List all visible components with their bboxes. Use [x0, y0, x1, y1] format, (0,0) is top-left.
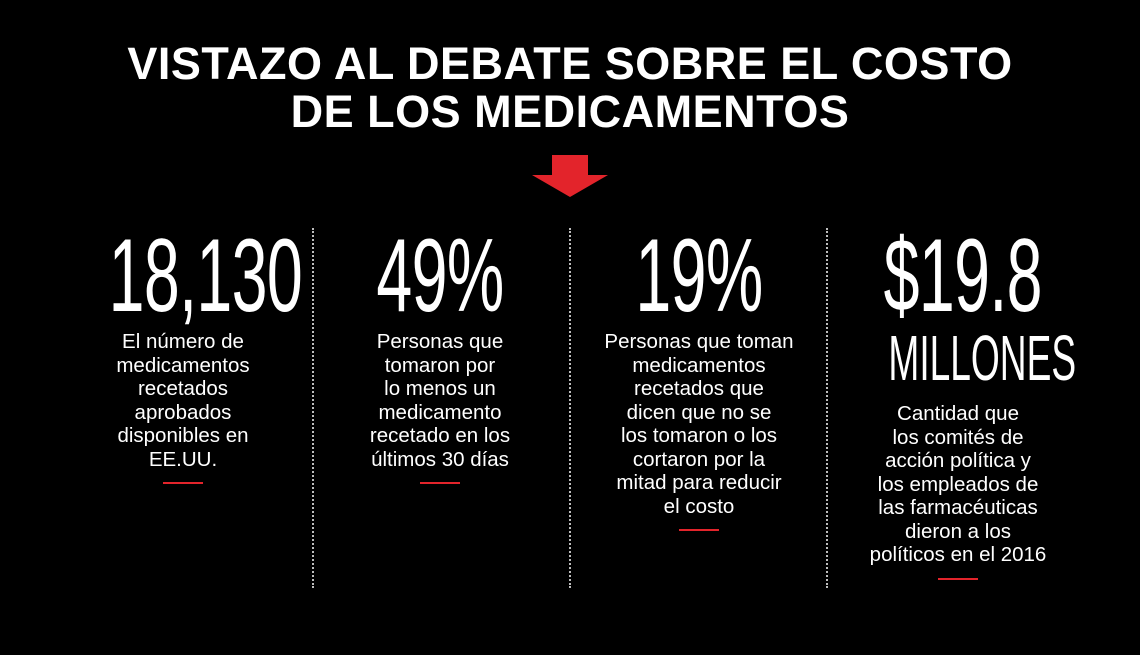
description-line: los comités de	[892, 425, 1024, 449]
description-line: recetado en los	[369, 424, 511, 447]
accent-underline	[938, 577, 978, 580]
description-line: últimos 30 días	[371, 447, 509, 471]
stat-block-medications-count: 18,130 El número de medicamentos recetad…	[63, 222, 303, 484]
stat-block-people-skipped-doses: 19% Personas que toman medicamentos rece…	[579, 222, 819, 531]
stat-unit: MILLONES	[888, 322, 1077, 394]
description-line: acción política y	[885, 449, 1031, 472]
dotted-divider	[569, 228, 571, 588]
stat-value: $19.8	[883, 218, 1043, 334]
stat-description: El número de medicamentos recetados apro…	[63, 330, 303, 471]
stat-value: 49%	[376, 218, 504, 334]
description-line: El número de	[122, 330, 244, 353]
description-line: disponibles en	[117, 424, 249, 447]
description-line: Cantidad que	[897, 402, 1019, 425]
stat-description: Personas que tomaron por lo menos un med…	[320, 330, 560, 471]
description-line: recetados	[137, 377, 229, 400]
title-line-2: DE LOS MEDICAMENTOS	[290, 86, 850, 137]
accent-underline	[679, 529, 719, 531]
stat-block-people-took-medication: 49% Personas que tomaron por lo menos un…	[320, 222, 560, 484]
description-line: EE.UU.	[148, 447, 218, 471]
arrow-down-icon	[532, 155, 608, 197]
description-line: Personas que	[376, 330, 504, 353]
stat-description: Personas que toman medicamentos recetado…	[579, 330, 819, 518]
stat-description: Cantidad que los comités de acción polít…	[838, 402, 1078, 567]
stat-value: 18,130	[108, 218, 303, 334]
infographic-title: VISTAZO AL DEBATE SOBRE EL COSTO DE LOS …	[0, 40, 1140, 136]
description-line: dicen que no se	[626, 400, 772, 424]
description-line: políticos en el 2016	[869, 543, 1047, 566]
accent-underline	[420, 482, 460, 484]
description-line: medicamento	[378, 400, 502, 424]
dotted-divider	[826, 228, 828, 588]
description-line: dieron a los	[905, 519, 1011, 543]
description-line: recetados que	[634, 377, 764, 400]
description-line: los empleados de	[877, 472, 1039, 496]
description-line: Personas que toman	[604, 330, 794, 353]
description-line: cortaron por la	[632, 447, 766, 471]
description-line: medicamentos	[116, 353, 250, 377]
dotted-divider	[312, 228, 314, 588]
accent-underline	[163, 482, 203, 484]
stat-block-pharma-political-contributions: $19.8 MILLONES Cantidad que los comités …	[838, 222, 1078, 580]
description-line: aprobados	[134, 400, 232, 424]
title-line-1: VISTAZO AL DEBATE SOBRE EL COSTO	[127, 38, 1013, 89]
description-line: medicamentos	[632, 353, 766, 377]
description-line: los tomaron o los	[620, 424, 778, 447]
description-line: mitad para reducir	[616, 471, 782, 494]
stat-value: 19%	[635, 218, 763, 334]
description-line: lo menos un	[384, 377, 496, 400]
description-line: el costo	[663, 494, 735, 518]
description-line: tomaron por	[384, 353, 496, 377]
description-line: las farmacéuticas	[878, 496, 1038, 519]
